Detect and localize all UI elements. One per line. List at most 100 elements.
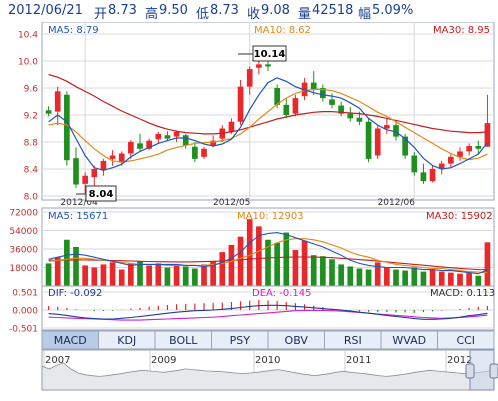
stock-chart[interactable]: 10.410.09.69.28.88.48.0 2012/04 2012/05 20… xyxy=(0,22,498,401)
volume-bar xyxy=(484,242,491,286)
high-value: 9.50 xyxy=(159,3,188,18)
price-x-tick: 2012/06 xyxy=(378,198,416,208)
macd-legend: MACD: 0.113 xyxy=(430,288,495,299)
dea-line xyxy=(48,309,488,321)
quote-date: 2012/06/21 xyxy=(8,3,83,18)
candle-body xyxy=(356,117,363,122)
overview-right-handle[interactable] xyxy=(489,363,498,379)
volume-bar xyxy=(393,269,399,286)
candle-body xyxy=(228,121,235,132)
candle-body xyxy=(82,175,88,184)
candle-body xyxy=(466,146,472,152)
price-y-tick: 10.0 xyxy=(18,58,38,68)
candle-body xyxy=(137,143,143,149)
tab-obv[interactable]: OBV xyxy=(267,330,325,350)
tab-label: CCI xyxy=(456,334,475,347)
overview-year-label: 2009 xyxy=(151,355,176,366)
volume-y-axis: 72000 54000 36000 18000 xyxy=(9,209,38,275)
tab-cci[interactable]: CCI xyxy=(437,330,495,350)
volume-ma5-line xyxy=(48,232,488,275)
candle-body xyxy=(173,131,180,137)
candle-body xyxy=(374,128,381,156)
volume-bar xyxy=(402,270,408,286)
price-y-tick: 9.2 xyxy=(24,112,38,122)
volume-bar xyxy=(292,250,299,286)
candle-body xyxy=(146,140,152,149)
max-price-box xyxy=(252,45,287,62)
candle-body xyxy=(91,169,98,178)
overview-area xyxy=(41,362,495,391)
tab-background xyxy=(437,330,495,350)
volume-bar xyxy=(201,264,207,286)
overview-year-label: 2010 xyxy=(255,355,280,366)
dif-line xyxy=(48,304,488,320)
low-label: 低 xyxy=(196,7,210,22)
candle-body xyxy=(256,64,262,68)
candle-body xyxy=(320,88,326,99)
candle-body xyxy=(109,155,116,159)
tab-kdj[interactable]: KDJ xyxy=(98,330,156,350)
volume-ma10-legend: MA10: 12903 xyxy=(237,211,304,222)
price-x-tick: 2012/04 xyxy=(60,198,98,208)
tab-wvad[interactable]: WVAD xyxy=(380,330,438,350)
volume-bar xyxy=(146,265,152,286)
candlestick-series xyxy=(45,51,491,194)
indicator-tabs: MACD KDJ BOLL PSY OBV RSI WVAD CCI xyxy=(41,330,495,350)
candle-body xyxy=(347,113,354,119)
volume-ma30-line xyxy=(48,256,488,271)
volume-bar xyxy=(91,267,98,286)
price-y-axis: 10.4 10.0 9.6 9.2 8.8 8.4 8.0 xyxy=(18,31,38,203)
macd-histogram xyxy=(47,299,489,313)
tab-rsi[interactable]: RSI xyxy=(324,330,382,350)
candle-body xyxy=(210,140,216,146)
price-y-tick: 8.8 xyxy=(24,139,39,149)
volume-value: 42518 xyxy=(312,3,354,18)
candle-body xyxy=(182,135,189,146)
open-label: 开 xyxy=(94,7,108,22)
volume-bar xyxy=(109,262,116,286)
volume-bar xyxy=(228,244,235,286)
min-price-label: 8.04 xyxy=(89,189,114,200)
volume-bar xyxy=(438,271,445,286)
macd-y-tick: 0.501 xyxy=(12,289,38,299)
tab-boll[interactable]: BOLL xyxy=(154,330,212,350)
tab-psy[interactable]: PSY xyxy=(211,330,269,350)
quote-header: 2012/06/21 开 8.73 高 9.50 低 8.73 收 9.08 量… xyxy=(0,0,498,22)
tab-label: WVAD xyxy=(392,334,426,347)
volume-ma30-legend: MA30: 15902 xyxy=(426,211,493,222)
price-y-tick: 10.4 xyxy=(18,31,38,41)
change-label: 幅 xyxy=(358,7,372,22)
volume-bar xyxy=(356,268,363,286)
tab-macd[interactable]: MACD xyxy=(41,330,99,350)
volume-bar xyxy=(320,256,326,286)
volume-bar xyxy=(137,261,143,286)
candle-body xyxy=(128,142,134,154)
overview-left-handle[interactable] xyxy=(465,363,475,379)
candle-body xyxy=(411,155,418,173)
volume-bar xyxy=(448,272,454,286)
candle-body xyxy=(420,172,427,182)
tab-label: PSY xyxy=(230,334,251,347)
candle-body xyxy=(192,146,198,159)
candle-body xyxy=(457,151,463,157)
volume-bar xyxy=(237,236,244,286)
volume-bar xyxy=(466,272,472,286)
volume-bar xyxy=(118,269,125,286)
volume-bar xyxy=(256,226,262,286)
tab-label: RSI xyxy=(344,334,362,347)
volume-bar xyxy=(475,275,482,286)
candle-body xyxy=(329,99,335,105)
candle-body xyxy=(237,86,244,122)
volume-bar xyxy=(164,267,171,286)
tab-label: MACD xyxy=(54,334,87,347)
volume-bar xyxy=(338,264,344,286)
volume-bar xyxy=(301,240,308,286)
dif-legend: DIF: -0.092 xyxy=(48,288,102,299)
candle-body xyxy=(384,125,390,129)
volume-bar xyxy=(347,266,354,286)
macd-y-axis: 0.501 0.000 -0.501 xyxy=(9,289,38,335)
price-y-tick: 9.6 xyxy=(24,85,39,95)
candle-body xyxy=(100,160,107,171)
price-y-tick: 8.4 xyxy=(24,166,39,176)
volume-bar xyxy=(274,242,280,286)
